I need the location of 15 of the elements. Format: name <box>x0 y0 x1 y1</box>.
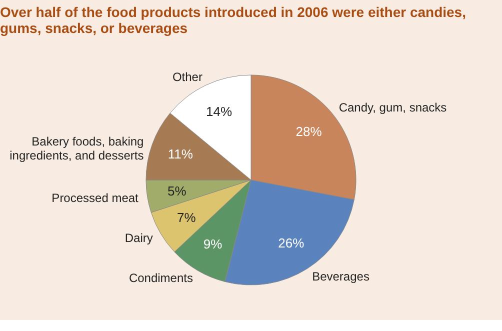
data-label: 11% <box>168 146 194 162</box>
slice-label: Candy, gum, snacks <box>338 100 447 114</box>
slice-label: Processed meat <box>52 190 140 205</box>
slice-label: Dairy <box>124 231 153 246</box>
data-label: 5% <box>168 184 187 199</box>
data-label: 7% <box>177 210 196 226</box>
data-label: 26% <box>278 235 305 250</box>
slice-label: Condiments <box>128 271 193 286</box>
slice-label: Other <box>172 70 202 84</box>
data-label: 14% <box>206 104 233 120</box>
data-label: 28% <box>296 124 322 140</box>
data-label: 9% <box>203 236 223 252</box>
chart-title: Over half of the food products introduced in 2006 were either candies, gums, snacks, or beverages <box>0 4 466 36</box>
slice-label: Bakery foods, baking ingredients, and desserts <box>10 134 144 162</box>
slice-label: Beverages <box>312 269 370 284</box>
